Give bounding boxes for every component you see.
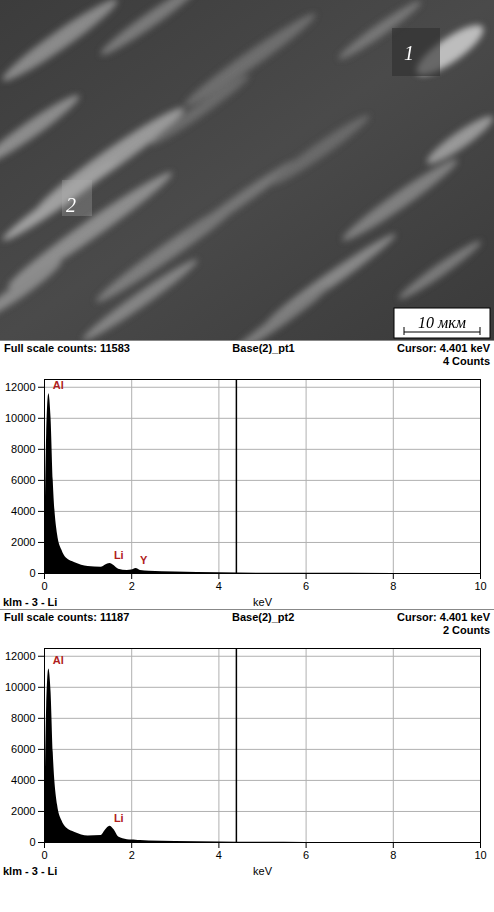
svg-text:2: 2: [129, 849, 135, 861]
html-text:klm - 3 - Li: klm - 3 - Li: [3, 596, 58, 608]
svg-text:Y: Y: [140, 554, 148, 566]
svg-text:12000: 12000: [5, 650, 36, 662]
svg-text:6: 6: [303, 580, 309, 592]
svg-text:2: 2: [129, 580, 135, 592]
html-text:Base(2)_pt2: Base(2)_pt2: [232, 611, 295, 623]
svg-text:8: 8: [390, 849, 396, 861]
svg-text:0: 0: [29, 567, 35, 579]
svg-text:Li: Li: [114, 549, 124, 561]
svg-text:0: 0: [29, 836, 35, 848]
html-text:4 Counts: 4 Counts: [442, 355, 490, 367]
svg-text:10: 10: [474, 849, 486, 861]
svg-text:4: 4: [216, 849, 222, 861]
svg-text:Al: Al: [53, 379, 64, 391]
html-text:Full scale counts: 11583: Full scale counts: 11583: [4, 342, 130, 354]
svg-text:1: 1: [404, 42, 414, 64]
svg-text:10: 10: [474, 580, 486, 592]
svg-text:10000: 10000: [5, 412, 36, 424]
svg-text:10000: 10000: [5, 681, 36, 693]
svg-text:6000: 6000: [11, 743, 35, 755]
svg-text:8000: 8000: [11, 443, 35, 455]
html-text:Cursor: 4.401 keV: Cursor: 4.401 keV: [397, 342, 490, 354]
html-text:klm - 3 - Li: klm - 3 - Li: [3, 865, 58, 877]
svg-text:Li: Li: [114, 812, 124, 824]
svg-text:4000: 4000: [11, 505, 35, 517]
svg-text:0: 0: [41, 849, 47, 861]
svg-text:Al: Al: [53, 654, 64, 666]
svg-text:2000: 2000: [11, 536, 35, 548]
svg-text:6000: 6000: [11, 474, 35, 486]
html-text:Base(2)_pt1: Base(2)_pt1: [232, 342, 295, 354]
svg-text:4000: 4000: [11, 774, 35, 786]
svg-text:4: 4: [216, 580, 222, 592]
html-text:Full scale counts: 11187: Full scale counts: 11187: [4, 611, 130, 623]
svg-text:2: 2: [66, 194, 76, 216]
svg-text:0: 0: [41, 580, 47, 592]
svg-text:8: 8: [390, 580, 396, 592]
svg-text:6: 6: [303, 849, 309, 861]
html-text:2 Counts: 2 Counts: [442, 624, 490, 636]
svg-text:10 мкм: 10 мкм: [418, 314, 466, 331]
svg-text:8000: 8000: [11, 712, 35, 724]
svg-text:keV: keV: [253, 865, 273, 877]
svg-text:2000: 2000: [11, 805, 35, 817]
svg-text:12000: 12000: [5, 381, 36, 393]
html-text:Cursor: 4.401 keV: Cursor: 4.401 keV: [397, 611, 490, 623]
svg-text:keV: keV: [253, 596, 273, 608]
